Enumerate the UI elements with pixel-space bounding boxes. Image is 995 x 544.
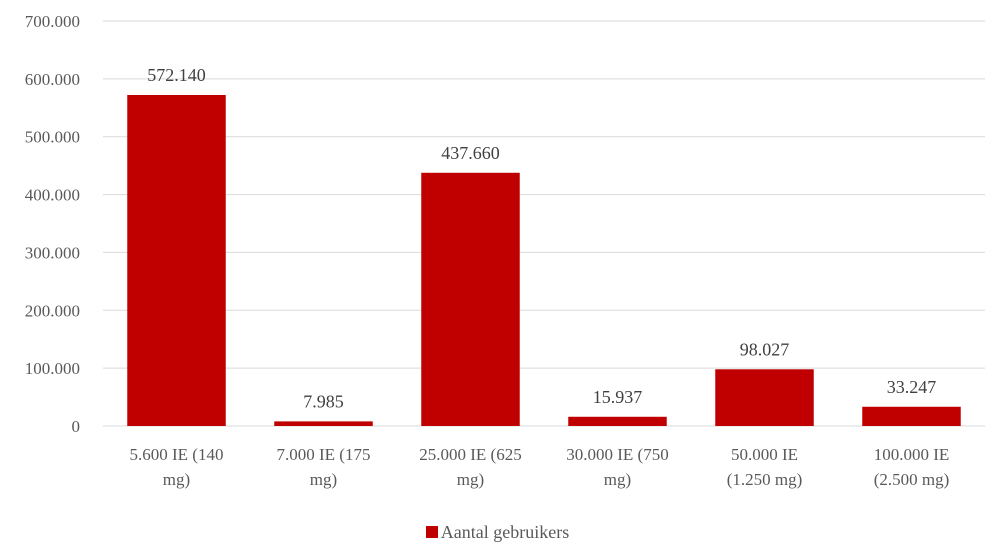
x-category-label: 100.000 IE (2.500 mg) <box>874 445 950 489</box>
x-category-label: 25.000 IE (625 mg) <box>419 445 521 489</box>
bar <box>568 416 667 426</box>
data-labels: 572.140 7.985 437.660 15.937 98.027 33.247 <box>147 65 936 411</box>
y-tick-label: 700.000 <box>25 12 80 31</box>
bars <box>127 94 961 427</box>
data-label: 7.985 <box>303 391 344 411</box>
x-category-label: 30.000 IE (750 mg) <box>566 445 668 489</box>
bar <box>274 421 373 426</box>
data-label: 15.937 <box>593 387 643 407</box>
y-tick-label: 0 <box>72 417 81 436</box>
data-label: 437.660 <box>441 143 500 163</box>
legend: Aantal gebruikers <box>0 522 995 543</box>
x-category-label: 50.000 IE (1.250 mg) <box>727 445 803 489</box>
bar <box>862 406 961 426</box>
y-tick-label: 100.000 <box>25 359 80 378</box>
legend-label: Aantal gebruikers <box>440 522 570 542</box>
y-tick-label: 400.000 <box>25 186 80 205</box>
x-axis-category-labels: 5.600 IE (140 mg) 7.000 IE (175 mg) 25.000 I… <box>130 445 950 489</box>
x-category-label: 7.000 IE (175 mg) <box>277 445 371 489</box>
data-label: 98.027 <box>740 339 790 359</box>
legend-swatch <box>425 526 438 538</box>
y-axis-tick-labels: 0 100.000 200.000 300.000 400.000 500.000 600.… <box>25 12 80 436</box>
x-category-label: 5.600 IE (140 mg) <box>130 445 224 489</box>
bar <box>421 172 520 426</box>
data-label: 33.247 <box>887 377 937 397</box>
y-tick-label: 200.000 <box>25 301 80 320</box>
y-tick-label: 500.000 <box>25 128 80 147</box>
y-tick-label: 300.000 <box>25 243 80 262</box>
data-label: 572.140 <box>147 65 206 85</box>
y-tick-label: 600.000 <box>25 70 80 89</box>
bar <box>127 94 226 427</box>
gridlines <box>103 20 985 427</box>
bar <box>715 369 814 426</box>
